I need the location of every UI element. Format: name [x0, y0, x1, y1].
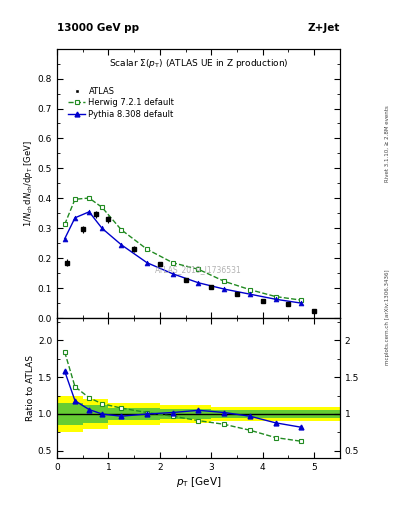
Text: ATLAS_2019_I1736531: ATLAS_2019_I1736531	[155, 265, 242, 274]
Y-axis label: Ratio to ATLAS: Ratio to ATLAS	[26, 355, 35, 421]
Text: 13000 GeV pp: 13000 GeV pp	[57, 23, 139, 33]
Text: Rivet 3.1.10, ≥ 2.8M events: Rivet 3.1.10, ≥ 2.8M events	[385, 105, 390, 182]
Legend: ATLAS, Herwig 7.2.1 default, Pythia 8.308 default: ATLAS, Herwig 7.2.1 default, Pythia 8.30…	[67, 85, 176, 120]
Text: Scalar $\Sigma(p_\mathrm{T})$ (ATLAS UE in Z production): Scalar $\Sigma(p_\mathrm{T})$ (ATLAS UE …	[109, 57, 288, 70]
Text: mcplots.cern.ch [arXiv:1306.3436]: mcplots.cern.ch [arXiv:1306.3436]	[385, 270, 390, 365]
X-axis label: $p_\mathrm{T}$ [GeV]: $p_\mathrm{T}$ [GeV]	[176, 475, 221, 489]
Y-axis label: $1/N_\mathrm{ch}\,\mathrm{d}N_\mathrm{ch}/\mathrm{d}p_\mathrm{T}$ [GeV]: $1/N_\mathrm{ch}\,\mathrm{d}N_\mathrm{ch…	[22, 140, 35, 227]
Text: Z+Jet: Z+Jet	[308, 23, 340, 33]
